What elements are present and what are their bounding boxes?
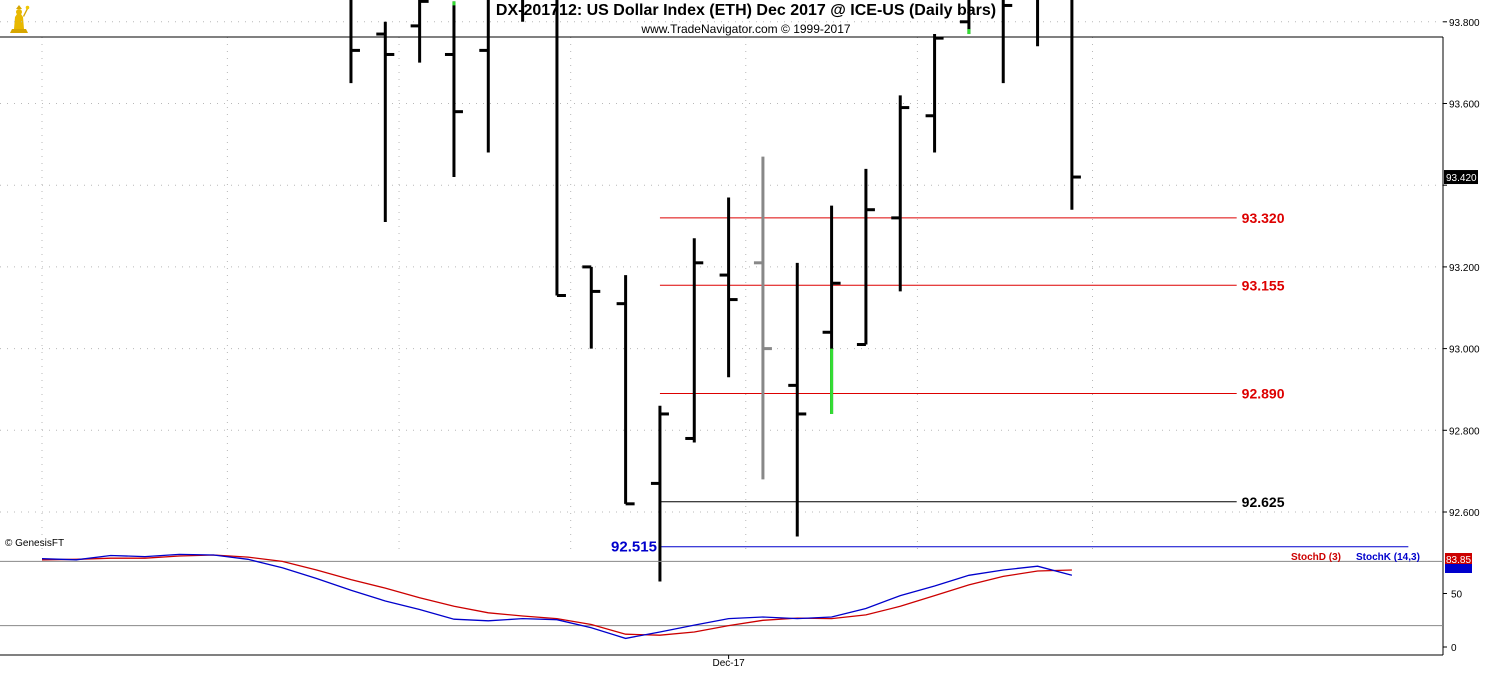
price-tick-label: 93.600	[1449, 100, 1480, 111]
ohlc-bar	[685, 238, 704, 443]
ohlc-bar	[616, 275, 635, 506]
ohlc-bar	[349, 0, 360, 84]
ohlc-bar	[959, 0, 971, 35]
chart-subtitle: www.TradeNavigator.com © 1999-2017	[641, 22, 851, 36]
level-label: 92.515	[611, 539, 657, 556]
ohlc-bar	[555, 0, 566, 297]
ohlc-bar	[925, 34, 944, 153]
ohlc-bar	[1001, 0, 1013, 84]
time-tick-label: Dec-17	[712, 658, 745, 669]
last-price-label: 93.420	[1446, 173, 1477, 184]
ohlc-bar	[1070, 0, 1081, 210]
ohlc-bar	[788, 262, 807, 537]
ohlc-bar	[521, 0, 525, 22]
stoch-value-box-top	[1445, 553, 1472, 564]
ohlc-bars	[349, 0, 1081, 582]
ohlc-bar	[1036, 0, 1040, 47]
level-label: 93.320	[1242, 210, 1285, 226]
ohlc-bar	[410, 0, 429, 63]
price-tick-label: 93.800	[1449, 18, 1480, 29]
last-price-box	[1444, 170, 1478, 185]
levels-layer: 94.78094.69094.39094.38094.33094.20093.3…	[611, 210, 1409, 556]
ohlc-bar	[376, 21, 395, 222]
stoch-tick-label: 50	[1451, 590, 1463, 601]
stoch-tick-label: 0	[1451, 643, 1457, 654]
stoch-last-value: 83.85	[1446, 555, 1471, 566]
chart-title: DX-201712: US Dollar Index (ETH) Dec 201…	[495, 2, 997, 19]
price-tick-label: 92.600	[1449, 508, 1480, 519]
price-tick-label: 93.000	[1449, 345, 1480, 356]
price-tick-label: 92.800	[1449, 426, 1480, 437]
plot-background	[0, 37, 1443, 655]
copyright-label: © GenesisFT	[5, 538, 64, 549]
level-label: 93.155	[1242, 277, 1285, 293]
price-axis: 94.80094.60094.40094.20094.00093.80093.6…	[0, 18, 1480, 656]
stochk-line	[41, 553, 1073, 640]
time-axis: Dec-17	[712, 655, 745, 669]
stochd-legend: StochD (3)	[1291, 552, 1341, 563]
price-tick-label: 93.200	[1449, 263, 1480, 274]
stochk-legend: StochK (14,3)	[1356, 552, 1420, 563]
level-label: 92.890	[1242, 386, 1285, 402]
ohlc-bar	[582, 265, 601, 349]
ohlc-bar	[822, 205, 841, 414]
price-panel	[0, 21, 1443, 655]
ohlc-bar	[891, 95, 910, 292]
ohlc-bar	[479, 0, 490, 153]
level-label: 92.625	[1242, 494, 1285, 510]
ohlc-bar	[444, 1, 463, 178]
stochastic-panel: 50 0 StochD (3) StochK (14,3) 83.85	[0, 552, 1472, 654]
ohlc-bar	[719, 197, 738, 378]
ohlc-bar	[856, 168, 875, 347]
statue-of-liberty-logo	[10, 5, 30, 33]
ohlc-bar	[753, 156, 772, 480]
ohlc-bar	[650, 405, 669, 582]
